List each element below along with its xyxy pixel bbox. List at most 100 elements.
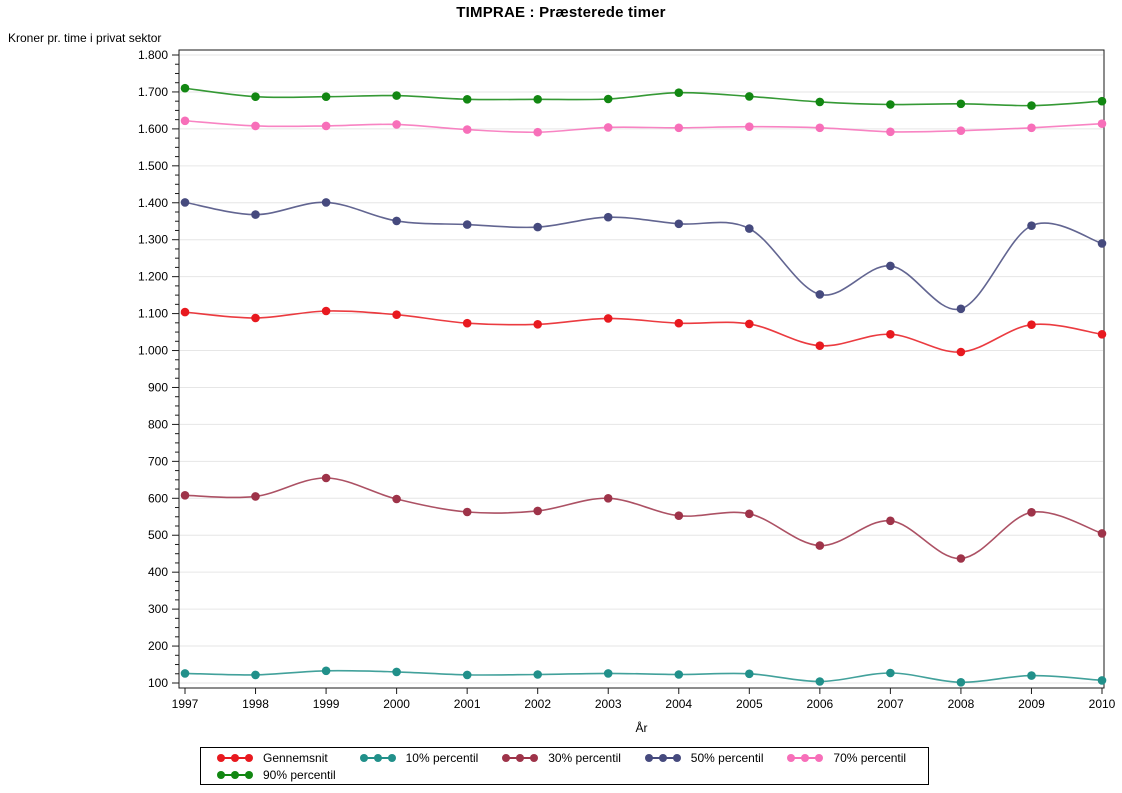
data-point-gennemsnit <box>956 347 966 357</box>
y-axis-label: Kroner pr. time i privat sektor <box>8 31 162 45</box>
y-tick-label: 1.200 <box>138 270 168 284</box>
legend-marker-icon <box>359 753 396 762</box>
y-tick-label: 700 <box>148 454 168 468</box>
data-point-70-percentil <box>745 122 754 131</box>
y-tick-label: 500 <box>148 528 168 542</box>
y-tick-label: 300 <box>148 602 168 616</box>
series-line-gennemsnit <box>184 310 1103 353</box>
data-point-gennemsnit <box>251 313 260 323</box>
x-axis: 1997 1998 1999 2000 2001 2002 2003 2004 2005 2006… <box>172 688 1116 711</box>
data-point-50-percentil <box>533 222 542 232</box>
legend-label: 30% percentil <box>548 750 621 765</box>
x-tick-label: 2009 <box>1018 697 1045 711</box>
legend-marker-icon <box>217 770 253 779</box>
data-point-70-percentil <box>674 123 684 133</box>
series-10-percentil <box>180 666 1107 687</box>
data-point-30-percentil <box>603 494 613 503</box>
legend-marker-icon <box>502 753 539 762</box>
legend-label: 90% percentil <box>263 767 336 782</box>
data-point-30-percentil <box>462 507 472 517</box>
data-point-10-percentil <box>603 669 613 678</box>
data-point-90-percentil <box>674 88 684 97</box>
data-point-30-percentil <box>251 492 260 501</box>
data-point-30-percentil <box>180 491 190 500</box>
x-tick-label: 2010 <box>1089 697 1116 711</box>
data-point-50-percentil <box>392 216 401 226</box>
data-point-90-percentil <box>745 92 754 101</box>
y-tick-label: 1.500 <box>138 159 168 173</box>
legend-label: 70% percentil <box>833 750 907 765</box>
data-point-gennemsnit <box>533 320 542 329</box>
data-point-gennemsnit <box>674 318 684 328</box>
x-tick-label: 2006 <box>806 697 833 711</box>
data-point-10-percentil <box>533 670 542 679</box>
data-point-30-percentil <box>392 494 401 504</box>
data-point-gennemsnit <box>1027 320 1036 330</box>
series-line-90-percentil <box>184 87 1103 107</box>
data-point-50-percentil <box>1097 239 1107 248</box>
data-point-gennemsnit <box>462 318 472 328</box>
x-tick-label: 1998 <box>242 697 269 711</box>
gridlines <box>180 54 1103 684</box>
data-point-90-percentil <box>392 91 401 100</box>
data-point-30-percentil <box>321 473 331 483</box>
plot-frame <box>178 49 1105 689</box>
y-tick-label: 1.800 <box>138 48 168 62</box>
legend-marker-icon <box>787 753 824 762</box>
data-point-70-percentil <box>462 125 472 134</box>
y-tick-label: 100 <box>148 676 168 690</box>
data-point-10-percentil <box>1027 671 1036 680</box>
data-point-70-percentil <box>321 121 331 131</box>
data-point-30-percentil <box>886 516 895 526</box>
y-tick-label: 1.600 <box>138 122 168 136</box>
data-point-gennemsnit <box>180 307 190 317</box>
y-tick-label: 1.700 <box>138 85 168 99</box>
x-tick-label: 2001 <box>454 697 481 711</box>
data-point-90-percentil <box>321 92 331 101</box>
data-point-70-percentil <box>1027 123 1036 133</box>
data-point-gennemsnit <box>321 306 331 316</box>
data-point-50-percentil <box>745 224 754 233</box>
data-point-30-percentil <box>956 554 966 563</box>
legend-label: 50% percentil <box>690 750 764 765</box>
data-point-70-percentil <box>180 116 190 126</box>
data-point-90-percentil <box>886 100 895 109</box>
data-point-10-percentil <box>180 669 190 678</box>
data-point-50-percentil <box>815 290 825 299</box>
data-point-70-percentil <box>251 121 260 131</box>
legend-marker-icon <box>217 753 253 762</box>
y-tick-label: 200 <box>148 639 168 653</box>
legend-item-90-percentil: 90% percentil <box>215 767 358 783</box>
series-30-percentil <box>180 473 1107 563</box>
data-point-gennemsnit <box>603 314 613 323</box>
data-point-70-percentil <box>603 123 613 132</box>
data-point-50-percentil <box>886 261 895 271</box>
data-point-gennemsnit <box>745 319 754 329</box>
y-tick-label: 900 <box>148 380 168 394</box>
series-line-70-percentil <box>184 119 1103 134</box>
data-point-gennemsnit <box>815 341 825 351</box>
legend-item-70-percentil: 70% percentil <box>785 750 928 766</box>
x-tick-label: 1999 <box>313 697 340 711</box>
data-point-50-percentil <box>956 304 966 314</box>
data-point-50-percentil <box>251 210 260 219</box>
y-tick-label: 1.400 <box>138 196 168 210</box>
y-tick-label: 1.100 <box>138 307 168 321</box>
y-tick-label: 600 <box>148 491 168 505</box>
x-tick-label: 2008 <box>948 697 975 711</box>
data-point-10-percentil <box>815 677 825 686</box>
data-point-90-percentil <box>815 97 825 107</box>
data-point-30-percentil <box>745 509 754 519</box>
data-point-50-percentil <box>462 220 472 229</box>
data-point-70-percentil <box>1097 119 1107 128</box>
data-point-90-percentil <box>533 95 542 104</box>
data-point-30-percentil <box>1027 508 1036 517</box>
y-tick-label: 1.300 <box>138 233 168 247</box>
data-point-gennemsnit <box>392 310 401 320</box>
data-point-70-percentil <box>886 127 895 137</box>
series-line-30-percentil <box>184 477 1103 560</box>
data-point-90-percentil <box>1027 101 1036 110</box>
plot-area: 100 200 300 400 500 600 700 800 900 1.000 1.100 1.2… <box>138 48 1116 711</box>
series-50-percentil <box>180 198 1107 314</box>
